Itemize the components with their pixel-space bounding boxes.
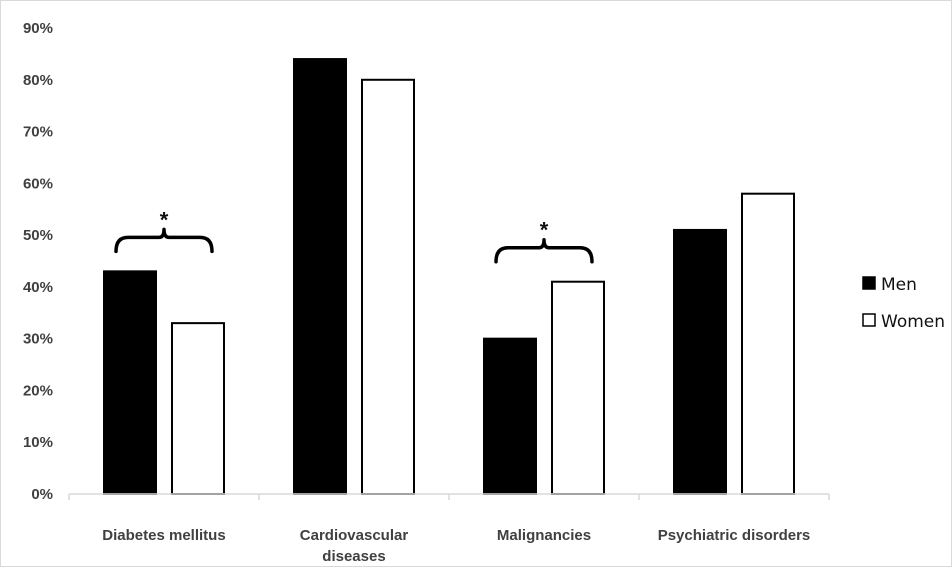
- bar-women: [551, 280, 605, 496]
- y-axis: 0% 10% 20% 30% 40% 50% 60% 70% 80% 90%: [23, 20, 53, 503]
- y-tick-label: 20%: [23, 382, 53, 399]
- bar-men: [103, 270, 157, 495]
- y-tick-label: 50%: [23, 227, 53, 244]
- category-label: diseases: [322, 548, 385, 565]
- bar-men: [293, 58, 347, 495]
- legend-swatch-women: [862, 313, 876, 327]
- category-label: Malignancies: [497, 527, 591, 544]
- category-label: Psychiatric disorders: [658, 527, 811, 544]
- y-tick-label: 10%: [23, 434, 53, 451]
- bar-men: [483, 337, 537, 495]
- bar-women: [171, 322, 225, 495]
- bar-women: [361, 78, 415, 496]
- y-tick-label: 60%: [23, 175, 53, 192]
- y-tick-label: 0%: [31, 486, 53, 503]
- bar-women: [741, 192, 795, 495]
- y-tick-label: 30%: [23, 331, 53, 348]
- y-tick-label: 70%: [23, 124, 53, 141]
- significance-bracket: [114, 227, 214, 254]
- y-tick-label: 90%: [23, 20, 53, 37]
- legend-label-women: Women: [881, 312, 945, 332]
- legend: Men Women: [862, 275, 945, 332]
- bars: [103, 58, 795, 496]
- significance-markers: * *: [114, 207, 594, 264]
- significance-star: *: [540, 218, 549, 243]
- legend-label-men: Men: [881, 275, 917, 295]
- y-tick-label: 40%: [23, 279, 53, 296]
- x-axis: Diabetes mellitus Cardiovascular diseases M…: [68, 493, 830, 565]
- significance-star: *: [160, 207, 169, 232]
- y-tick-label: 80%: [23, 72, 53, 89]
- category-label: Diabetes mellitus: [102, 527, 225, 544]
- bar-men: [673, 228, 727, 496]
- legend-swatch-men: [862, 276, 876, 290]
- category-label: Cardiovascular: [300, 527, 409, 544]
- significance-bracket: [494, 237, 594, 264]
